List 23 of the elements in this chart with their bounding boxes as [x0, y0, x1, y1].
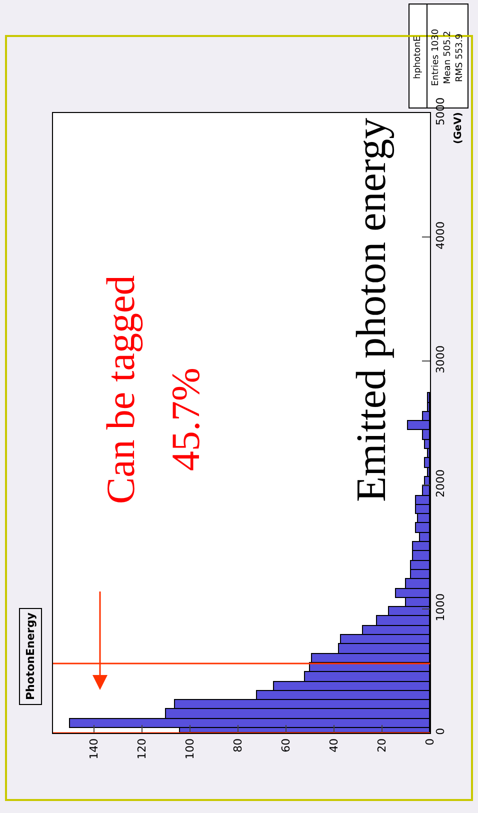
text: RMS 553.9 [455, 33, 465, 82]
annotation: Emitted photon energy [349, 118, 395, 502]
y-tick-label: 4000 [434, 221, 448, 250]
text: Entries 1030 [431, 28, 441, 86]
text: hphotonE [413, 36, 423, 79]
annotation: 45.7% [163, 368, 208, 471]
x-tick-label: 20 [376, 738, 389, 752]
y-tick-label: 1000 [434, 593, 448, 622]
y-tick-label: 2000 [434, 469, 448, 498]
annotation: Can be tagged [98, 275, 143, 504]
x-tick-label: 0 [424, 738, 437, 746]
y-tick-label: 0 [434, 728, 448, 735]
y-tick-label: 3000 [434, 345, 448, 374]
x-tick-label: 100 [183, 738, 196, 760]
y-tick-label: 5000 [434, 97, 448, 126]
x-tick-label: 140 [87, 738, 100, 760]
text: PhotonEnergy [24, 612, 37, 700]
x-tick-label: 80 [231, 738, 244, 752]
text: Mean 505.2 [443, 30, 453, 84]
x-tick-label: 120 [135, 738, 148, 760]
x-tick-label: 60 [279, 738, 292, 752]
x-tick-label: 40 [328, 738, 341, 752]
y-axis-title: (GeV) [453, 112, 464, 144]
